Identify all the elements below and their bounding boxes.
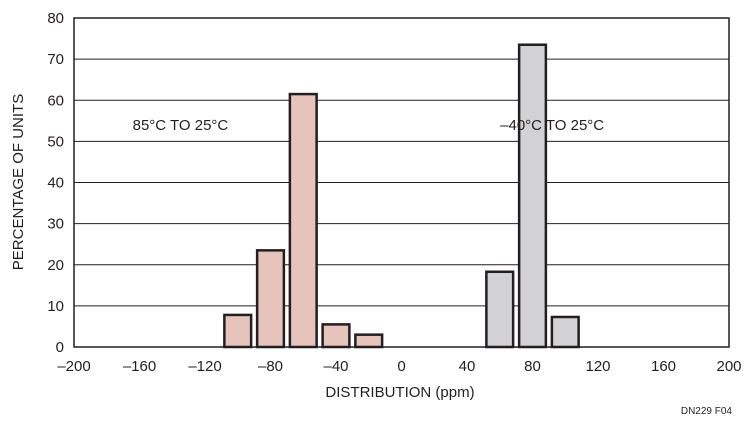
bar [321,323,351,349]
x-tick-label: 40 [459,358,476,375]
x-axis-title: DISTRIBUTION (ppm) [325,384,474,401]
y-tick-label: 50 [47,133,64,150]
plot-frame [73,17,730,348]
y-tick-label: 40 [47,175,64,192]
x-tick-label: 120 [585,358,610,375]
x-tick-label: 0 [397,358,405,375]
gridlines [74,58,729,307]
bar [255,249,286,349]
x-tick-label: –80 [258,358,283,375]
bar [223,313,253,349]
y-tick-label: 80 [47,10,64,27]
y-axis-title: PERCENTAGE OF UNITS [10,94,27,270]
x-tick-label: 160 [651,358,676,375]
y-tick-label: 70 [47,51,64,68]
series-annotation: 85°C TO 25°C [133,117,229,134]
x-tick-label: –200 [57,358,90,375]
x-tick-label: 80 [524,358,541,375]
series-annotation: –40°C TO 25°C [500,117,604,134]
y-tick-label: 20 [47,257,64,274]
bar [485,270,515,349]
annotations: 85°C TO 25°C –40°C TO 25°C [133,117,605,134]
bar [288,92,318,349]
y-tick-label: 10 [47,298,64,315]
y-tick-labels: 0 10 20 30 40 50 60 70 80 [47,10,64,356]
figure-id: DN229 F04 [681,406,733,417]
x-tick-label: 200 [716,358,741,375]
x-tick-label: –160 [123,358,156,375]
y-tick-label: 30 [47,216,64,233]
y-tick-label: 60 [47,92,64,109]
bar [354,333,384,349]
bar [517,43,548,349]
bar [550,315,580,349]
bars [223,43,580,349]
x-tick-label: –120 [188,358,221,375]
x-tick-label: –40 [323,358,348,375]
y-tick-label: 0 [56,339,64,356]
x-tick-labels: –200 –160 –120 –80 –40 0 40 80 120 160 200 [57,358,741,375]
